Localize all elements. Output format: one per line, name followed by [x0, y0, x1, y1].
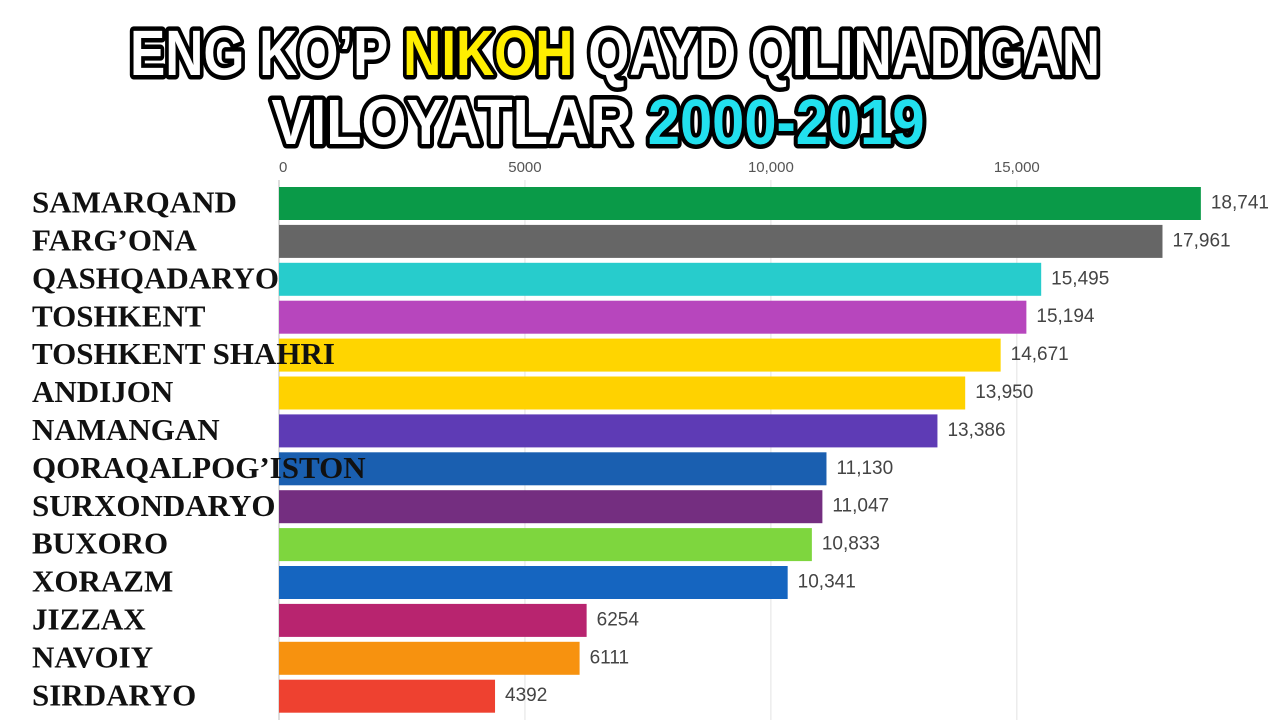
bar: [279, 566, 788, 599]
value-label: 6254: [597, 609, 640, 630]
x-tick-label: 0: [279, 159, 287, 176]
category-label: ANDIJON: [32, 374, 173, 409]
value-label: 18,741: [1211, 193, 1269, 214]
value-label: 10,833: [822, 534, 880, 555]
bar: [279, 679, 496, 713]
value-label: 13,386: [947, 420, 1005, 441]
title-part: QAYD QILINADIGAN: [588, 17, 1100, 89]
value-label: 11,047: [832, 496, 889, 517]
category-label: SURXONDARYO: [32, 488, 275, 523]
x-tick-label: 10,000: [748, 159, 794, 176]
value-label: 13,950: [975, 382, 1033, 403]
value-label: 15,194: [1036, 306, 1095, 327]
category-label: SIRDARYO: [32, 677, 196, 712]
bar: [279, 603, 587, 637]
category-label: NAMANGAN: [32, 412, 220, 447]
category-label: SAMARQAND: [32, 185, 237, 220]
category-label: BUXORO: [32, 526, 168, 561]
bar: [279, 414, 938, 448]
value-label: 4392: [505, 685, 547, 706]
category-label: NAVOIY: [32, 639, 153, 674]
bar: [279, 452, 827, 486]
bar: [279, 338, 1001, 372]
category-label: QASHQADARYO: [32, 260, 279, 295]
x-tick-label: 5000: [508, 159, 541, 176]
value-label: 15,495: [1051, 268, 1109, 289]
category-label: FARG’ONA: [32, 223, 197, 258]
value-label: 6111: [590, 647, 629, 668]
value-label: 14,671: [1011, 344, 1069, 365]
title-part: VILOYATLAR: [272, 86, 632, 158]
category-label: TOSHKENT: [32, 298, 206, 333]
bar: [279, 490, 823, 524]
bar: [279, 224, 1163, 258]
title-part: 2000-2019: [648, 86, 925, 158]
value-label: 10,341: [798, 572, 856, 593]
value-label: 11,130: [836, 458, 893, 479]
title-part: NIKOH: [403, 17, 573, 89]
bar: [279, 528, 812, 562]
bar: [279, 376, 966, 410]
category-label: QORAQALPOG’ISTON: [32, 450, 366, 485]
bar: [279, 187, 1201, 220]
category-label: JIZZAX: [32, 602, 146, 637]
category-label: TOSHKENT SHAHRI: [32, 336, 335, 371]
chart-title: ENG KO’PNIKOHQAYD QILINADIGAN: [130, 17, 1100, 89]
title-part: ENG KO’P: [130, 17, 388, 89]
bar: [279, 300, 1027, 334]
bar: [279, 262, 1042, 296]
value-label: 17,961: [1172, 230, 1230, 251]
x-tick-label: 15,000: [994, 159, 1040, 176]
bar: [279, 641, 580, 675]
category-label: XORAZM: [32, 564, 173, 599]
chart-title: VILOYATLAR2000-2019: [272, 86, 925, 158]
